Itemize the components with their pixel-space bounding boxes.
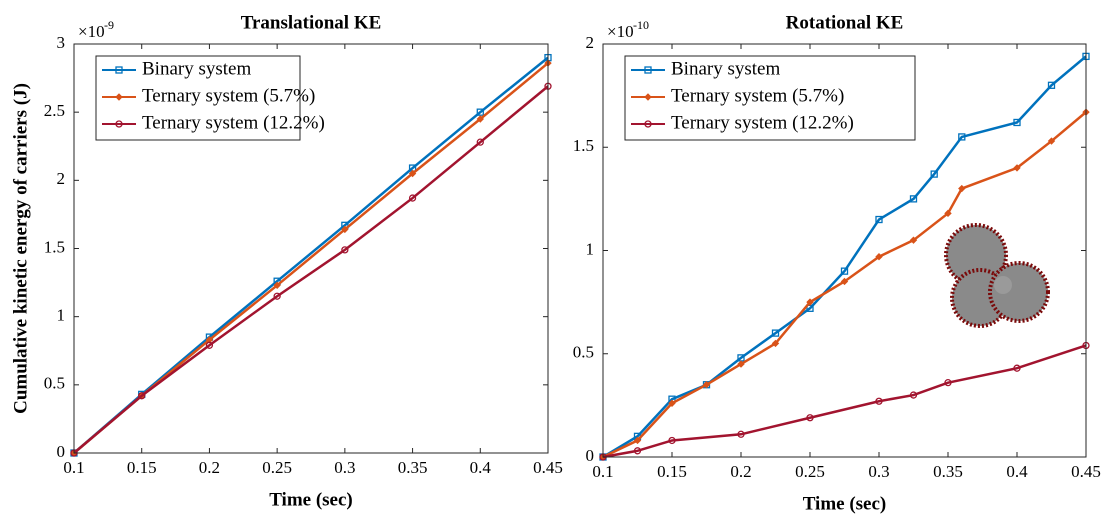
legend-label: Binary system [142, 58, 251, 79]
y-tick-label: 3 [57, 33, 66, 52]
series-line [602, 344, 1087, 459]
y-exponent: -9 [104, 18, 114, 32]
y-tick-label: 1 [586, 239, 595, 258]
y-exponent: -10 [633, 18, 649, 32]
marker [944, 209, 952, 218]
legend-label: Ternary system (5.7%) [671, 85, 844, 106]
y-tick-label: 1.5 [573, 136, 594, 155]
marker [909, 236, 918, 244]
chart-title: Translational KE [241, 12, 382, 33]
marker [273, 292, 281, 300]
x-tick-label: 0.1 [63, 458, 84, 477]
series-line [73, 85, 549, 454]
x-tick-label: 0.25 [262, 458, 292, 477]
marker [909, 391, 918, 399]
y-tick-label: 0.5 [573, 343, 594, 362]
y-tick-label: 1 [57, 306, 66, 325]
legend-marker [115, 120, 123, 128]
marker [930, 170, 938, 178]
marker [1013, 118, 1021, 127]
marker [875, 252, 883, 261]
inset-particles [944, 223, 1050, 328]
y-tick-label: 2 [586, 33, 595, 52]
x-axis-label: Time (sec) [269, 489, 353, 510]
x-tick-label: 0.2 [730, 462, 751, 481]
marker [1013, 164, 1021, 172]
marker [771, 329, 780, 337]
axes-box [73, 43, 549, 454]
marker [205, 341, 214, 349]
y-tick-label: 0 [57, 442, 66, 461]
marker [408, 194, 417, 202]
marker [476, 138, 484, 146]
legend-label: Binary system [671, 58, 780, 79]
particle-core [994, 276, 1012, 294]
x-tick-label: 0.4 [1006, 462, 1028, 481]
x-tick-label: 0.15 [657, 462, 687, 481]
y-tick-label: 1.5 [44, 237, 65, 256]
marker [476, 108, 484, 116]
legend-label: Ternary system (12.2%) [671, 112, 854, 133]
x-tick-label: 0.15 [127, 458, 157, 477]
marker [273, 281, 281, 290]
particle [944, 223, 1008, 287]
marker [668, 436, 676, 445]
marker [476, 115, 484, 123]
marker [1047, 137, 1056, 145]
marker [1013, 364, 1021, 372]
marker [138, 392, 146, 400]
y-tick-label: 0 [586, 446, 595, 465]
marker [875, 215, 883, 224]
x-tick-label: 0.25 [795, 462, 825, 481]
axes-box [602, 43, 1087, 458]
x-tick-label: 0.35 [933, 462, 963, 481]
chart-title: Rotational KE [786, 12, 904, 33]
y-multiplier: ×10 [607, 22, 634, 41]
marker [875, 397, 883, 405]
series-line [602, 55, 1087, 459]
legend-marker [644, 66, 652, 74]
marker [341, 246, 349, 254]
legend-marker [644, 93, 652, 101]
x-tick-label: 0.2 [199, 458, 220, 477]
y-axis-label: Cumulative kinetic energy of carriers (J… [10, 83, 31, 414]
marker [702, 381, 711, 389]
y-tick-label: 0.5 [44, 374, 65, 393]
legend-marker [644, 120, 652, 128]
marker [633, 436, 642, 445]
marker [958, 184, 966, 193]
y-multiplier: ×10 [78, 22, 105, 41]
legend-marker [115, 93, 123, 101]
x-tick-label: 0.45 [1071, 462, 1101, 481]
marker [840, 277, 849, 286]
marker [806, 414, 814, 422]
y-tick-label: 2.5 [44, 101, 65, 120]
y-tick-label: 2 [57, 169, 66, 188]
marker [408, 169, 417, 178]
legend-label: Ternary system (5.7%) [142, 85, 315, 106]
legend-marker [115, 66, 123, 74]
marker [771, 339, 780, 348]
marker [909, 195, 918, 203]
x-tick-label: 0.3 [868, 462, 889, 481]
x-tick-label: 0.4 [470, 458, 492, 477]
x-tick-label: 0.3 [334, 458, 355, 477]
x-tick-label: 0.35 [398, 458, 428, 477]
marker [958, 133, 966, 141]
x-tick-label: 0.1 [592, 462, 613, 481]
marker [840, 267, 849, 275]
marker [737, 430, 745, 438]
marker [341, 225, 349, 234]
marker [1047, 81, 1056, 89]
marker [944, 379, 952, 387]
x-tick-label: 0.45 [533, 458, 563, 477]
x-axis-label: Time (sec) [803, 493, 887, 514]
legend-box [624, 55, 916, 141]
legend-label: Ternary system (12.2%) [142, 112, 325, 133]
marker [668, 399, 676, 408]
marker [806, 298, 814, 306]
marker [633, 447, 642, 455]
marker [737, 360, 745, 368]
